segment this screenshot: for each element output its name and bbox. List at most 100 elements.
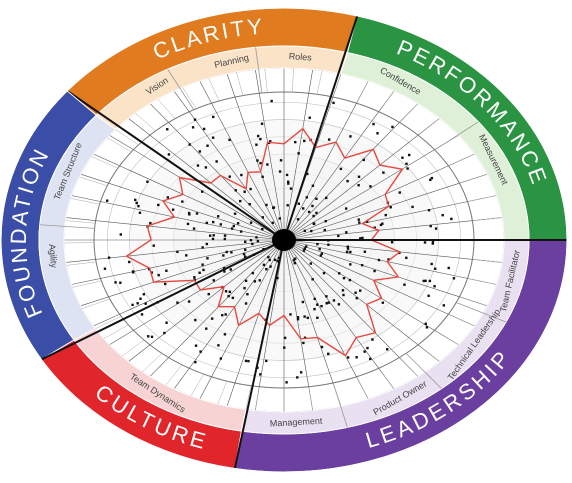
dot [103, 267, 107, 270]
spoke [283, 239, 314, 411]
dot [297, 202, 300, 205]
spoke [226, 73, 285, 241]
dot [429, 224, 432, 228]
subsection-divider [255, 47, 263, 94]
spoke [173, 239, 285, 390]
dot [166, 196, 170, 199]
dot [166, 128, 169, 131]
dot [176, 250, 179, 254]
spoke [93, 153, 285, 241]
dot [229, 268, 232, 271]
dot [144, 302, 147, 305]
dot [428, 279, 432, 283]
dot [255, 143, 258, 146]
dot [386, 348, 389, 351]
dot [332, 101, 335, 105]
dot [268, 258, 271, 262]
cell-divider [467, 278, 497, 285]
dot [269, 265, 272, 268]
dot [223, 237, 227, 241]
dot [194, 344, 198, 347]
cell-divider [208, 78, 220, 102]
section-boundary [40, 239, 285, 361]
cell-divider [316, 70, 323, 95]
cell-divider [356, 80, 369, 104]
dot [131, 303, 134, 307]
dot [357, 184, 360, 187]
dot [232, 224, 235, 228]
spoke [80, 239, 285, 307]
dot [204, 166, 208, 169]
cell-divider [82, 298, 110, 309]
dot [320, 304, 323, 308]
dot [223, 333, 227, 336]
dot [292, 259, 295, 262]
dot [293, 257, 297, 260]
dot [349, 250, 352, 254]
dot [137, 204, 140, 208]
cell-divider [70, 198, 100, 205]
dot [202, 127, 206, 131]
dot [194, 360, 197, 364]
spoke [128, 118, 285, 241]
dot [230, 227, 234, 230]
spoke [283, 90, 395, 241]
spoke [254, 69, 285, 241]
dot [199, 350, 202, 353]
dot [434, 227, 438, 230]
dot [362, 158, 365, 162]
cell-divider [264, 68, 268, 93]
dot [224, 313, 227, 316]
dot [313, 297, 316, 301]
dot [230, 251, 233, 254]
dot [296, 316, 300, 319]
dot [249, 221, 253, 224]
cell-divider [399, 103, 419, 123]
dot [157, 273, 160, 277]
dot [427, 208, 431, 212]
dot [337, 303, 341, 306]
cell-divider [332, 382, 342, 407]
dot [316, 303, 319, 306]
spoke [283, 118, 440, 241]
dot [223, 234, 227, 237]
dot [312, 222, 315, 225]
dot [119, 281, 122, 284]
dot [306, 316, 309, 320]
dot [431, 240, 435, 243]
dot [286, 204, 289, 207]
cell-divider [65, 220, 96, 224]
dot [387, 258, 390, 261]
dot [270, 99, 273, 103]
dot [149, 221, 152, 225]
dot [332, 299, 336, 302]
dot [361, 236, 364, 240]
spoke [283, 239, 369, 400]
dot [371, 338, 374, 341]
dot [305, 196, 309, 199]
spoke [283, 195, 497, 241]
dot [311, 204, 314, 208]
spoke [283, 239, 497, 285]
dot [216, 215, 220, 218]
outer-rim [0, 7, 568, 473]
dot [163, 282, 167, 286]
dot [431, 242, 435, 245]
cell-divider [292, 68, 294, 93]
dot [265, 267, 268, 271]
dot [327, 352, 330, 356]
dot [303, 229, 307, 232]
subsection-band [38, 114, 117, 341]
dot [212, 279, 215, 282]
dot [186, 222, 190, 226]
dot [276, 276, 279, 280]
dot [283, 346, 286, 349]
dot [215, 160, 218, 163]
dot [296, 376, 299, 379]
dot [293, 261, 297, 265]
dot [152, 244, 155, 247]
dot [261, 228, 264, 231]
dot [325, 295, 328, 298]
dot [341, 289, 345, 292]
dot [192, 227, 196, 230]
